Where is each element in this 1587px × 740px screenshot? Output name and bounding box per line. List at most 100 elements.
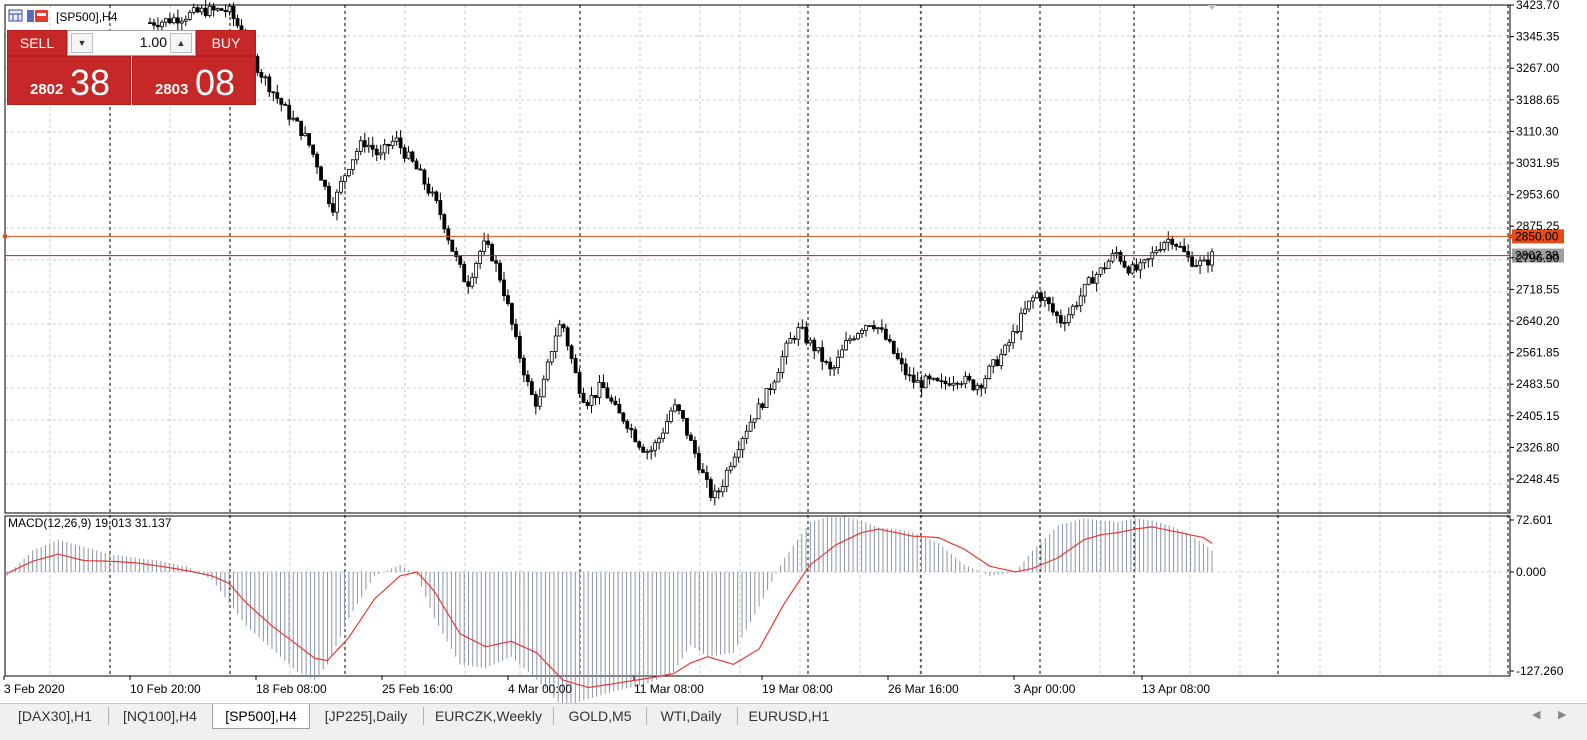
candle-body <box>191 7 196 13</box>
candle-body <box>720 486 725 493</box>
candle-body <box>776 372 781 383</box>
candle-body <box>195 7 200 13</box>
candle-body <box>1054 311 1059 317</box>
bid-price-button[interactable]: 2802 38 <box>7 56 131 105</box>
candle-body <box>625 420 630 429</box>
candle-body <box>362 140 367 148</box>
candle-body <box>291 117 296 120</box>
ask-price-button[interactable]: 2803 08 <box>132 56 256 105</box>
candle-body <box>354 151 359 161</box>
candle-body <box>665 421 669 434</box>
candle-body <box>868 325 872 328</box>
candle-body <box>653 442 658 451</box>
price-tick-label: 2875.25 <box>1516 219 1560 233</box>
candle-body <box>299 120 304 136</box>
tab-dax30[interactable]: [DAX30],H1 <box>18 708 92 724</box>
main-pane-frame <box>4 4 1511 514</box>
tab-eurczk[interactable]: EURCZK,Weekly <box>434 708 543 724</box>
candle-body <box>649 449 654 453</box>
candle-body <box>366 144 371 148</box>
candle-body <box>486 240 490 245</box>
time-tick-label: 3 Apr 00:00 <box>1014 682 1076 696</box>
candle-body <box>971 379 976 391</box>
volume-decrease-button[interactable]: ▼ <box>71 33 93 53</box>
candle-body <box>1058 315 1063 324</box>
candle-body <box>1078 295 1083 307</box>
tab-wti[interactable]: WTI,Daily <box>660 708 722 724</box>
tab-sp500[interactable]: [SP500],H4 <box>212 704 310 729</box>
candle-body <box>621 412 626 422</box>
candle-body <box>613 400 618 405</box>
candle-body <box>836 356 841 368</box>
candle-body <box>724 469 729 487</box>
candle-body <box>561 324 566 329</box>
candle-body <box>279 98 284 105</box>
candle-body <box>995 359 1000 367</box>
time-tick-label: 25 Feb 16:00 <box>382 682 453 696</box>
volume-input[interactable]: 1.00 <box>139 34 167 50</box>
tabs-scroll-right-icon[interactable]: ▶ <box>1558 709 1567 721</box>
price-tick-label: 2561.85 <box>1516 346 1560 360</box>
candle-body <box>1090 277 1095 284</box>
tab-nq100[interactable]: [NQ100],H4 <box>123 708 197 724</box>
candle-body <box>183 18 188 22</box>
candle-body <box>629 428 634 431</box>
candle-body <box>685 417 689 436</box>
candle-body <box>927 375 932 380</box>
candle-body <box>1146 258 1151 261</box>
price-tick-label: 2483.50 <box>1516 377 1560 391</box>
candle-body <box>788 338 793 344</box>
candle-body <box>434 191 439 201</box>
candle-body <box>808 339 813 344</box>
tab-eurusd[interactable]: EURUSD,H1 <box>748 708 830 724</box>
candle-body <box>442 214 447 230</box>
candle-body <box>1035 292 1039 299</box>
candle-body <box>887 338 892 342</box>
candle-body <box>963 375 968 385</box>
candle-body <box>502 279 506 297</box>
macd-indicator <box>6 514 1213 707</box>
candle-body <box>1047 297 1051 305</box>
candle-body <box>633 429 638 443</box>
candle-body <box>609 397 614 402</box>
level-price-label: 2850.00 <box>1515 229 1559 243</box>
price-tick-label: 2953.60 <box>1516 188 1560 202</box>
candle-body <box>410 151 415 162</box>
candle-body <box>418 168 423 171</box>
sell-button[interactable]: SELL <box>7 30 67 56</box>
candle-body <box>1098 267 1103 275</box>
candle-body <box>529 381 534 395</box>
price-tick-label: 2405.15 <box>1516 409 1560 423</box>
time-axis: 3 Feb 2020 10 Feb 20:00 18 Feb 08:00 25 Feb… <box>3 676 1210 696</box>
candle-body <box>307 133 312 146</box>
tab-jp225[interactable]: [JP225],Daily <box>324 708 408 724</box>
candle-body <box>641 446 646 453</box>
candle-body <box>967 375 972 381</box>
candle-body <box>545 361 550 380</box>
candle-body <box>454 250 459 257</box>
candle-body <box>446 228 451 241</box>
candle-body <box>784 342 789 358</box>
candle-body <box>979 384 984 389</box>
candle-body <box>569 345 574 359</box>
candle-body <box>1166 238 1171 243</box>
candle-body <box>1043 297 1047 301</box>
candle-body <box>935 377 940 382</box>
candle-body <box>895 353 900 360</box>
candle-body <box>223 9 228 13</box>
volume-increase-button[interactable]: ▲ <box>170 33 192 53</box>
candle-body <box>792 338 797 340</box>
candle-body <box>1158 249 1163 252</box>
candle-body <box>939 380 944 383</box>
candle-body <box>955 382 960 385</box>
candle-body <box>768 388 773 391</box>
buy-button[interactable]: BUY <box>196 30 256 56</box>
tabs-scroll-left-icon[interactable]: ◀ <box>1532 709 1541 721</box>
candle-body <box>323 179 327 187</box>
tab-gold[interactable]: GOLD,M5 <box>568 708 632 724</box>
candle-body <box>1050 303 1055 313</box>
volume-field[interactable]: ▼ 1.00 ▲ <box>67 30 196 56</box>
price-tick-label: 2718.55 <box>1516 282 1560 296</box>
candle-body <box>525 374 530 383</box>
